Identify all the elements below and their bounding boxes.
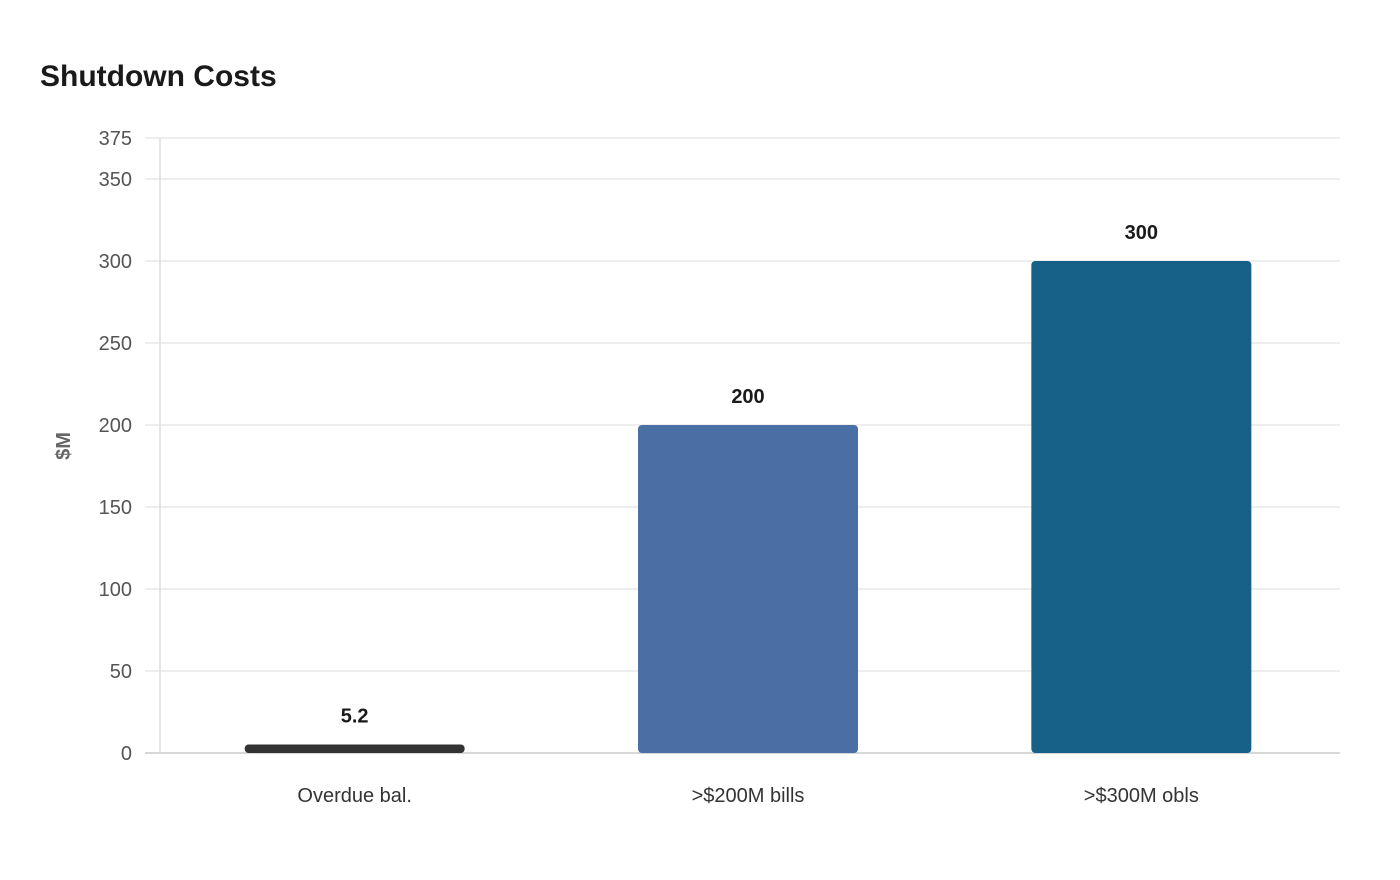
y-tick-label: 0 — [121, 743, 132, 765]
data-label: 200 — [731, 386, 764, 408]
data-label: 5.2 — [341, 705, 369, 727]
y-tick-label: 100 — [99, 579, 132, 601]
bar — [1031, 261, 1252, 753]
data-label: 300 — [1125, 222, 1158, 244]
y-tick-label: 350 — [99, 169, 132, 191]
y-axis-label: $M — [53, 432, 75, 460]
chart-title: Shutdown Costs — [40, 60, 277, 93]
x-tick-label: Overdue bal. — [297, 785, 412, 807]
y-tick-label: 50 — [110, 661, 132, 683]
y-tick-label: 200 — [99, 415, 132, 437]
y-tick-label: 250 — [99, 333, 132, 355]
bar — [244, 744, 465, 753]
y-tick-label: 150 — [99, 497, 132, 519]
y-tick-label: 375 — [99, 128, 132, 150]
bar — [638, 425, 858, 753]
y-tick-label: 300 — [99, 251, 132, 273]
x-tick-label: >$200M bills — [692, 785, 805, 807]
x-tick-label: >$300M obls — [1084, 785, 1199, 807]
